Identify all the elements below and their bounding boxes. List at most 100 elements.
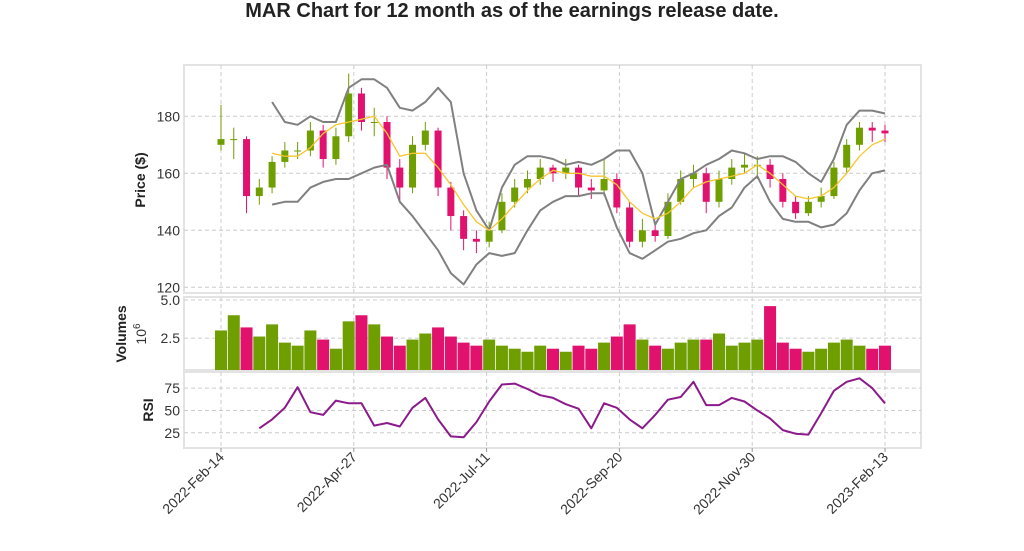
volume-bar: [444, 336, 457, 370]
candle-body: [511, 187, 519, 202]
candle-body: [409, 144, 417, 188]
volume-bar: [368, 324, 381, 370]
volume-bar: [802, 351, 815, 370]
candle-body: [804, 201, 812, 214]
volume-bar: [432, 327, 445, 370]
candle-body: [741, 164, 749, 168]
volume-bar: [291, 345, 304, 370]
volume-bar: [738, 342, 751, 370]
volume-bar: [304, 330, 317, 370]
volume-bar: [840, 339, 853, 370]
volume-bar: [470, 345, 483, 370]
volume-bar: [776, 342, 789, 370]
sma-line: [271, 115, 886, 231]
candle-body: [638, 230, 646, 242]
chart-title: MAR Chart for 12 month as of the earning…: [245, 0, 778, 22]
volume-bar: [342, 321, 355, 370]
bollinger-lower-line: [271, 163, 886, 286]
volume-bar: [572, 345, 585, 370]
volume-y-tick-label: 2.5: [161, 330, 181, 346]
candle-body: [523, 179, 531, 188]
candle-body: [779, 179, 787, 202]
volume-bar: [521, 351, 534, 370]
x-tick-label: 2022-Apr-27: [294, 449, 360, 515]
candle-body: [447, 187, 455, 217]
candle-body: [498, 201, 506, 231]
volume-bar: [751, 339, 764, 370]
x-tick-label: 2022-Sep-20: [557, 449, 626, 518]
volume-bar: [789, 348, 802, 370]
volume-bar: [661, 348, 674, 370]
rsi-y-tick-label: 75: [164, 380, 180, 396]
candle-body: [319, 130, 327, 160]
candle-body: [715, 179, 723, 202]
rsi-axis-label: RSI: [140, 398, 156, 421]
candle-body: [536, 167, 544, 179]
volume-bar: [853, 345, 866, 370]
x-tick-label: 2023-Feb-13: [823, 449, 891, 517]
volume-bar: [227, 315, 240, 370]
volume-bar: [827, 342, 840, 370]
volume-bar: [393, 345, 406, 370]
rsi-y-tick-label: 25: [164, 425, 180, 441]
volume-bar: [215, 330, 227, 370]
volume-bar: [355, 315, 368, 370]
candle-body: [562, 167, 570, 174]
candle-body: [868, 127, 876, 131]
candle-body: [600, 179, 608, 191]
rsi-line: [258, 377, 886, 439]
volume-bar: [598, 342, 611, 370]
volume-bar: [687, 339, 700, 370]
volume-y-tick-label: 5.0: [161, 292, 181, 308]
candle-body: [255, 187, 263, 197]
candle-body: [855, 127, 863, 145]
candle-body: [345, 93, 353, 137]
volume-bar: [495, 345, 508, 370]
volume-bar: [636, 339, 649, 370]
candle-body: [383, 122, 391, 168]
candle-body: [230, 139, 238, 141]
candle-body: [792, 201, 800, 214]
candle-body: [460, 216, 468, 239]
volume-bar: [713, 333, 725, 370]
candle-body: [626, 207, 634, 242]
candle-body: [728, 167, 736, 179]
x-tick-label: 2022-Jul-11: [430, 449, 493, 512]
volume-bar: [547, 348, 559, 370]
volume-unit-label: 106: [132, 323, 149, 345]
candle-body: [575, 167, 583, 188]
price-y-tick-label: 140: [157, 222, 181, 238]
volume-bar: [457, 342, 470, 370]
candle-body: [357, 93, 365, 122]
candle-body: [485, 230, 493, 242]
volume-bar: [266, 324, 279, 370]
candle-body: [268, 161, 276, 188]
x-tick-label: 2022-Nov-30: [690, 449, 759, 518]
candle-body: [370, 122, 378, 123]
volume-bar: [240, 327, 253, 370]
candle-body: [664, 201, 672, 236]
candle-body: [651, 230, 659, 236]
candle-body: [881, 130, 889, 134]
candle-body: [702, 173, 710, 202]
volume-bar: [317, 339, 330, 370]
candle-body: [472, 238, 480, 242]
candle-body: [306, 130, 314, 151]
candle-body: [677, 179, 685, 202]
volume-axis-label: Volumes: [113, 305, 129, 363]
volume-bar: [419, 333, 432, 370]
volume-bar: [534, 345, 547, 370]
volume-bar: [815, 348, 828, 370]
price-y-tick-label: 180: [157, 108, 181, 124]
candle-body: [421, 130, 429, 145]
volume-bar: [329, 348, 342, 370]
volume-bar: [483, 339, 496, 370]
volume-bar: [381, 336, 393, 370]
candle-body: [217, 139, 225, 145]
volume-bar: [879, 345, 891, 370]
candle-body: [613, 179, 621, 208]
candle-body: [817, 196, 825, 202]
x-tick-label: 2022-Feb-14: [159, 449, 227, 517]
volume-bar: [610, 336, 623, 370]
volume-bar: [623, 324, 636, 370]
